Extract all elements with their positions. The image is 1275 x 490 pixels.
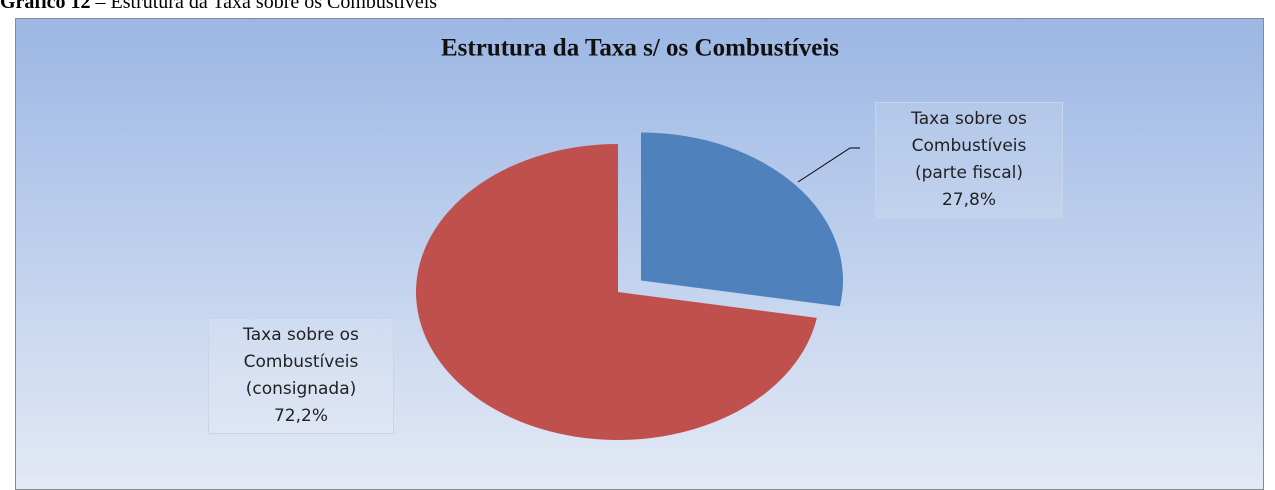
label-value: 27,8% (941, 190, 996, 210)
label-category: Taxa sobre os Combustíveis (parte fiscal… (911, 109, 1027, 183)
data-label: Taxa sobre os Combustíveis (consignada) 7… (208, 318, 394, 434)
caption-text: – Estrutura da Taxa sobre os Combustívei… (95, 0, 438, 13)
pie-slice (415, 144, 817, 440)
chart-title: Estrutura da Taxa s/ os Combustíveis (441, 35, 839, 62)
leader-line (797, 147, 860, 183)
label-category: Taxa sobre os Combustíveis (consignada) (243, 325, 359, 399)
caption: Gráfico 12 – Estrutura da Taxa sobre os … (0, 0, 437, 14)
label-value: 72,2% (273, 406, 328, 426)
caption-number: Gráfico 12 (0, 0, 91, 13)
pie-slice (640, 132, 843, 307)
data-label: Taxa sobre os Combustíveis (parte fiscal… (875, 102, 1063, 218)
